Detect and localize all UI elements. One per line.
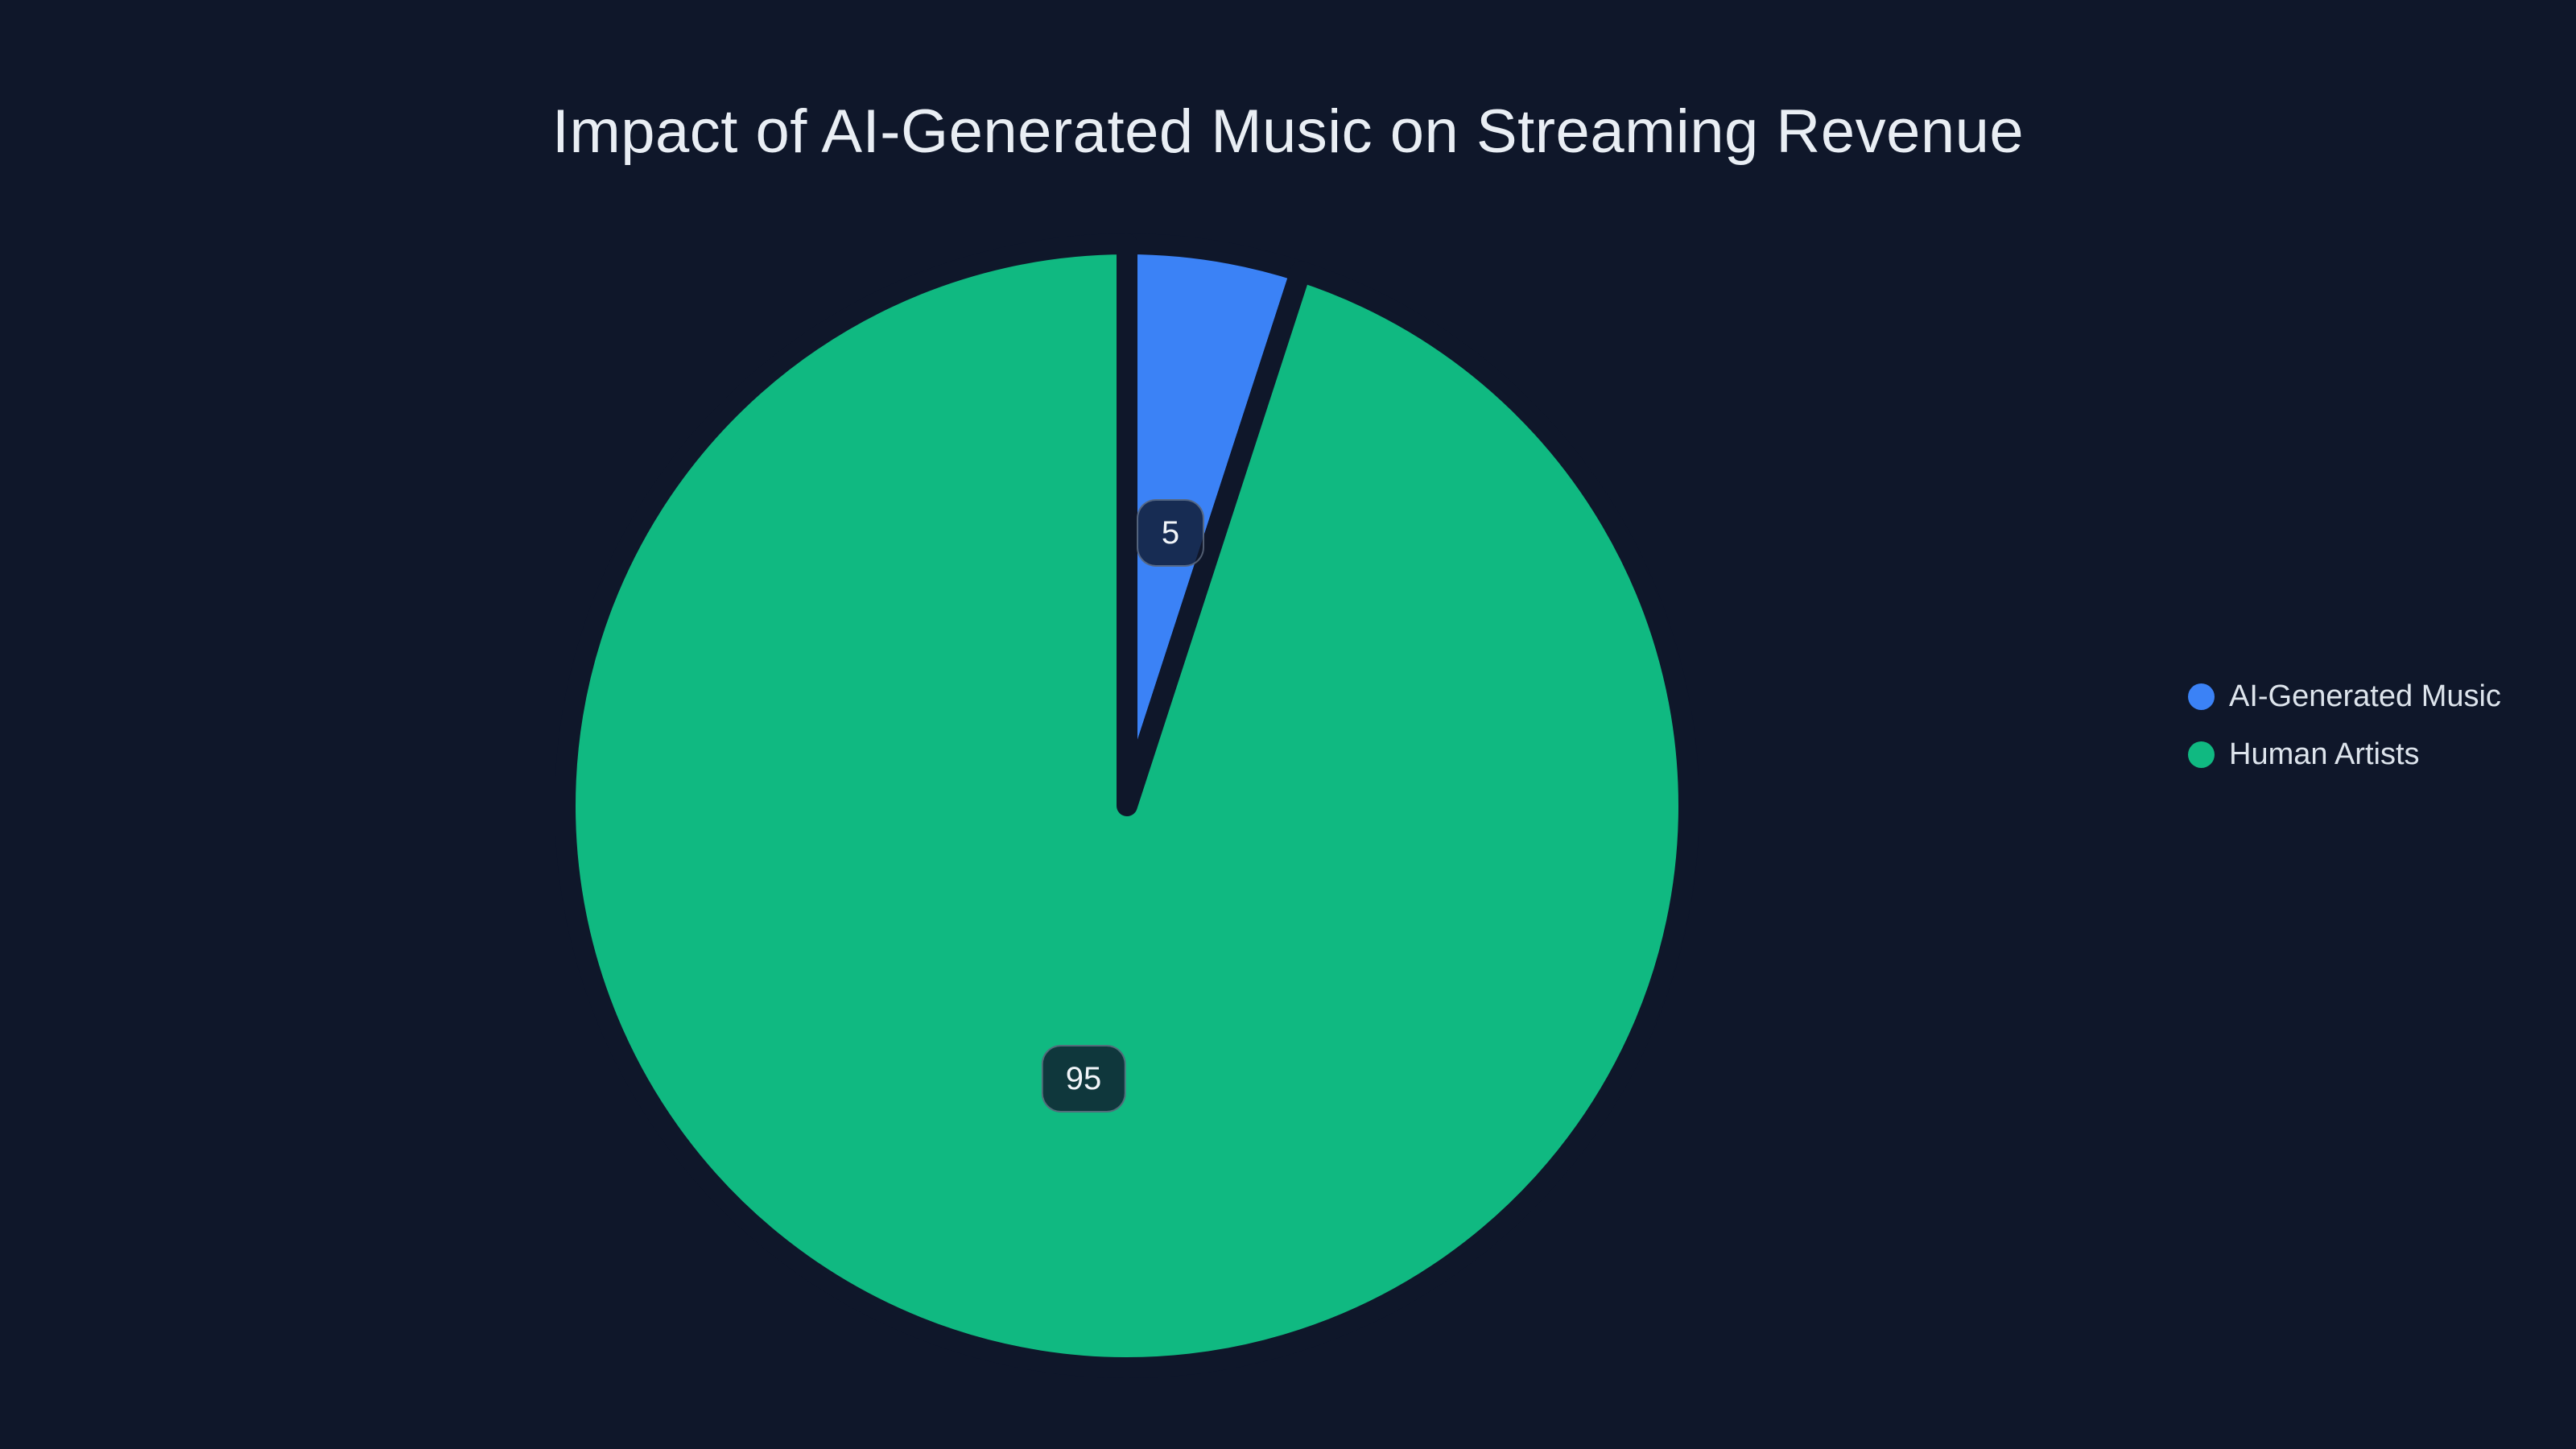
- legend: AI-Generated Music Human Artists: [2188, 679, 2501, 771]
- legend-swatch-circle-icon: [2188, 741, 2215, 768]
- legend-item-label: AI-Generated Music: [2229, 679, 2501, 713]
- legend-item-human-artists[interactable]: Human Artists: [2188, 737, 2501, 771]
- chart-title: Impact of AI-Generated Music on Streamin…: [551, 97, 2025, 166]
- legend-item-label: Human Artists: [2229, 737, 2420, 771]
- legend-swatch-circle-icon: [2188, 683, 2215, 710]
- legend-item-ai-generated-music[interactable]: AI-Generated Music: [2188, 679, 2501, 713]
- pie-slice-human-artists[interactable]: [555, 233, 1700, 1378]
